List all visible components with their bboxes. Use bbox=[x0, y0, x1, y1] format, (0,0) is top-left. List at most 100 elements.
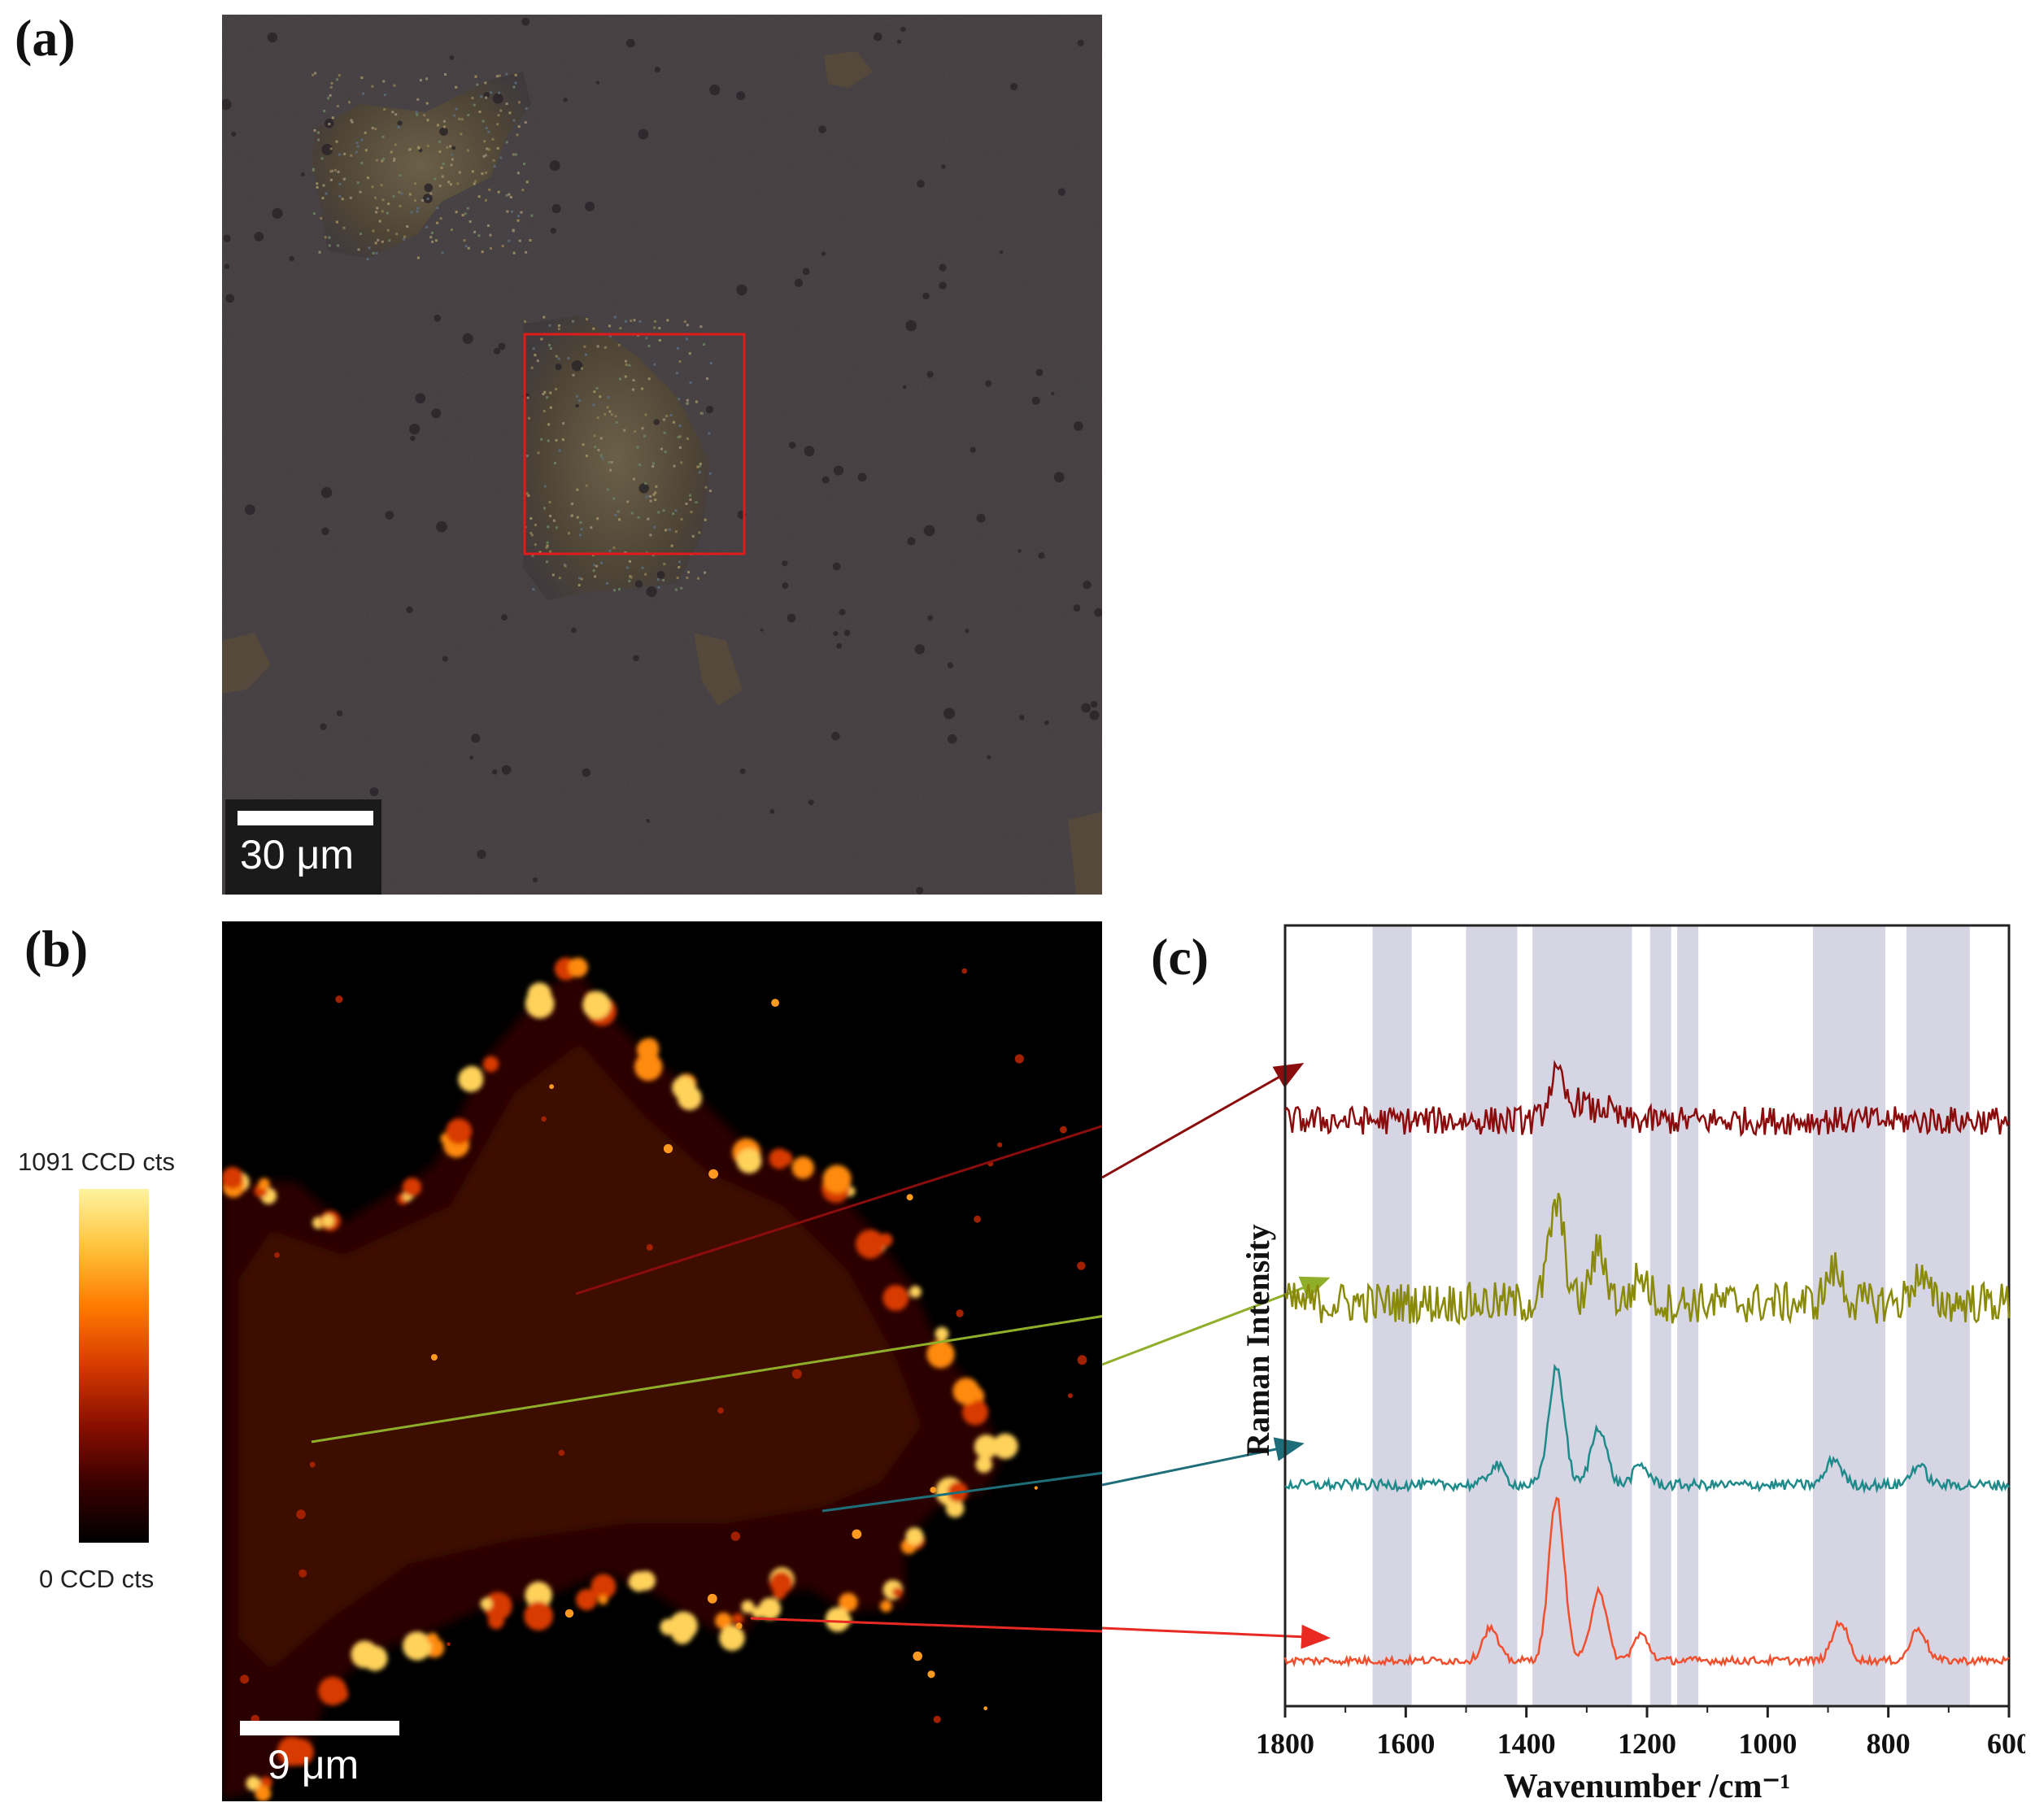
micro-speck bbox=[708, 432, 711, 435]
micro-speck bbox=[632, 388, 634, 391]
micro-particle bbox=[409, 424, 421, 435]
micro-speck bbox=[600, 561, 603, 564]
micro-speck bbox=[505, 194, 508, 197]
micro-speck bbox=[567, 357, 570, 359]
micro-particle bbox=[769, 808, 775, 814]
micro-speck bbox=[686, 577, 689, 579]
micro-speck bbox=[558, 577, 561, 580]
micro-speck bbox=[487, 148, 490, 151]
micro-speck bbox=[484, 198, 487, 202]
micro-particle bbox=[646, 586, 657, 598]
micro-speck bbox=[678, 435, 682, 438]
micro-speck bbox=[415, 111, 418, 114]
map-dot bbox=[1060, 1126, 1067, 1134]
aggregate-top-left bbox=[312, 72, 531, 259]
micro-speck bbox=[520, 211, 523, 214]
micro-speck bbox=[400, 192, 403, 195]
micro-speck bbox=[426, 119, 429, 122]
micro-speck bbox=[329, 85, 333, 89]
micro-speck bbox=[579, 521, 582, 524]
micro-particle bbox=[385, 511, 394, 520]
micro-speck bbox=[425, 77, 429, 81]
map-hotspot bbox=[741, 1600, 755, 1613]
micro-speck bbox=[637, 516, 640, 519]
micro-speck bbox=[630, 319, 633, 322]
micro-speck bbox=[534, 524, 537, 526]
micro-speck bbox=[549, 347, 552, 350]
map-dot bbox=[541, 1116, 547, 1122]
micro-speck bbox=[338, 182, 342, 185]
micro-speck bbox=[348, 101, 351, 104]
micro-speck bbox=[316, 185, 319, 189]
micro-speck bbox=[416, 210, 419, 213]
micro-speck bbox=[612, 546, 616, 550]
scalebar-a-line bbox=[237, 811, 373, 825]
map-dot bbox=[646, 1243, 653, 1251]
map-dot bbox=[983, 1706, 988, 1711]
micro-speck bbox=[425, 225, 429, 229]
micro-speck bbox=[514, 73, 517, 76]
micro-particle bbox=[943, 708, 955, 720]
shaded-band bbox=[1906, 925, 1970, 1706]
micro-speck bbox=[663, 418, 665, 421]
micro-speck bbox=[645, 495, 648, 499]
micro-speck bbox=[471, 97, 474, 100]
micro-speck bbox=[545, 546, 548, 549]
map-hotspot bbox=[403, 1631, 432, 1661]
micro-speck bbox=[521, 189, 525, 192]
micro-particle bbox=[1090, 700, 1098, 708]
micro-speck bbox=[686, 324, 689, 327]
map-hotspot bbox=[839, 1592, 858, 1612]
micro-speck bbox=[442, 162, 445, 165]
micro-speck bbox=[594, 575, 597, 578]
micro-speck bbox=[381, 135, 385, 138]
micro-speck bbox=[485, 126, 488, 129]
micro-speck bbox=[653, 525, 656, 529]
shaded-band bbox=[1677, 925, 1699, 1706]
map-dot bbox=[298, 1569, 307, 1578]
micro-speck bbox=[652, 493, 656, 496]
micro-particle bbox=[900, 26, 906, 33]
map-dot bbox=[1067, 1393, 1073, 1399]
micro-speck bbox=[652, 462, 655, 465]
micro-speck bbox=[473, 103, 476, 107]
micro-speck bbox=[604, 346, 607, 349]
micro-particle bbox=[442, 655, 448, 662]
micro-speck bbox=[375, 159, 378, 162]
micro-particle bbox=[1031, 396, 1040, 405]
map-hotspot bbox=[905, 1527, 924, 1546]
micro-speck bbox=[458, 171, 461, 174]
colorbar-min-label: 0 CCD cts bbox=[39, 1565, 155, 1593]
micro-speck bbox=[557, 357, 560, 360]
micro-particle bbox=[1018, 715, 1025, 721]
micro-speck bbox=[531, 554, 534, 557]
micro-speck bbox=[648, 494, 651, 498]
micro-particle bbox=[231, 131, 237, 137]
micro-speck bbox=[434, 177, 437, 181]
micro-speck bbox=[645, 337, 648, 340]
micro-speck bbox=[629, 559, 631, 563]
micro-speck bbox=[698, 531, 701, 534]
micro-speck bbox=[555, 526, 558, 529]
micro-speck bbox=[584, 353, 587, 356]
map-arrows bbox=[311, 1125, 1102, 1633]
micro-speck bbox=[596, 416, 599, 420]
micro-speck bbox=[678, 560, 681, 564]
map-hotspot bbox=[672, 1076, 695, 1099]
micro-particle bbox=[804, 446, 815, 457]
shaded-band bbox=[1372, 925, 1412, 1706]
micro-speck bbox=[614, 514, 617, 516]
micro-speck bbox=[599, 454, 603, 457]
micro-speck bbox=[360, 162, 364, 164]
micro-speck bbox=[577, 584, 581, 586]
micro-speck bbox=[557, 327, 560, 330]
micro-speck bbox=[585, 484, 588, 487]
micro-speck bbox=[582, 443, 585, 446]
micro-speck bbox=[617, 510, 620, 513]
micro-speck bbox=[436, 207, 439, 210]
micro-particle bbox=[999, 250, 1004, 255]
micro-speck bbox=[523, 163, 525, 165]
micro-speck bbox=[555, 355, 558, 358]
micro-speck bbox=[599, 437, 603, 440]
micro-speck bbox=[526, 455, 529, 458]
